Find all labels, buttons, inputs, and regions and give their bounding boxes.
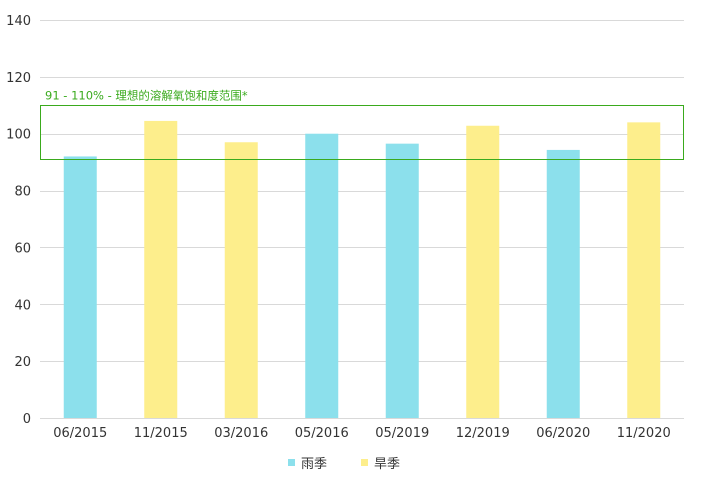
x-tick-label: 11/2015 [134,426,188,441]
legend-swatch [361,459,368,466]
bar-rainy[interactable] [305,133,339,418]
reference-band: 91 - 110% - 理想的溶解氧饱和度范围* [40,88,684,160]
y-tick-label: 140 [6,14,31,29]
bar-dry[interactable] [627,122,661,418]
bar-dry[interactable] [466,125,500,419]
x-axis: 06/2015 11/2015 03/2016 05/2016 05/2019 12/20… [53,426,671,441]
x-tick-label: 03/2016 [214,426,268,441]
bar-dry[interactable] [224,142,258,418]
x-tick-label: 06/2020 [536,426,590,441]
reference-band-label: 91 - 110% - 理想的溶解氧饱和度范围* [45,88,248,102]
reference-band-rect [40,105,684,160]
bar-dry[interactable] [144,120,178,419]
bar-rainy[interactable] [385,143,419,418]
y-tick-label: 60 [14,241,31,256]
legend-label: 雨季 [301,457,327,472]
y-tick-label: 100 [6,128,31,143]
x-tick-label: 11/2020 [617,426,671,441]
bar-rainy[interactable] [63,156,97,418]
bars [63,120,661,419]
x-tick-label: 12/2019 [456,426,510,441]
y-tick-label: 0 [23,412,31,427]
legend[interactable]: 雨季 旱季 [288,457,400,472]
x-tick-label: 05/2016 [295,426,349,441]
legend-item-rainy[interactable]: 雨季 [288,457,327,472]
legend-item-dry[interactable]: 旱季 [361,457,400,472]
legend-swatch [288,459,295,466]
y-tick-label: 80 [14,185,31,200]
y-tick-label: 40 [14,298,31,313]
y-axis: 0 20 40 60 80 100 120 140 [6,14,31,427]
legend-label: 旱季 [374,457,400,472]
x-tick-label: 05/2019 [375,426,429,441]
y-tick-label: 20 [14,355,31,370]
y-tick-label: 120 [6,71,31,86]
x-tick-label: 06/2015 [53,426,107,441]
gridlines [40,20,684,419]
bar-rainy[interactable] [546,149,580,418]
